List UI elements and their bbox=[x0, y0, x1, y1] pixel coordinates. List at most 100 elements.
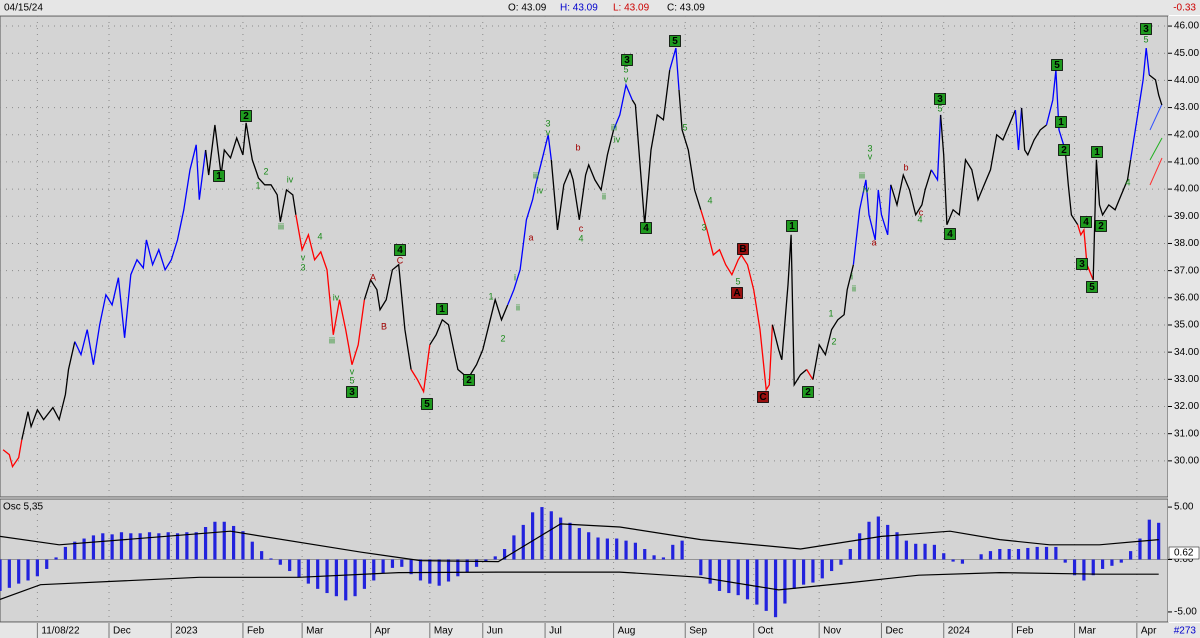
wave-box bbox=[463, 374, 475, 386]
wave-box bbox=[1076, 258, 1088, 270]
wave-label: 2 bbox=[1061, 145, 1067, 156]
y-tick-label: 33.00 bbox=[1174, 374, 1199, 385]
wave-label: c bbox=[579, 223, 584, 233]
osc-bar bbox=[745, 559, 750, 600]
osc-bar bbox=[680, 540, 684, 560]
osc-bar bbox=[867, 521, 871, 560]
price-line bbox=[1077, 224, 1094, 281]
wave-box bbox=[802, 386, 814, 398]
projection bbox=[1149, 157, 1163, 186]
osc-title: Osc 5,35 bbox=[3, 502, 43, 513]
osc-bar bbox=[652, 555, 656, 560]
wave-box bbox=[731, 287, 743, 299]
x-tick-label: 11/08/22 bbox=[41, 626, 80, 637]
osc-bar bbox=[213, 521, 217, 560]
header-change: -0.33 bbox=[1173, 3, 1196, 14]
wave-box bbox=[1080, 216, 1092, 228]
y-tick-label: 5.00 bbox=[1174, 502, 1194, 513]
osc-bar bbox=[549, 511, 553, 560]
osc-bar bbox=[848, 549, 852, 560]
osc-bar bbox=[446, 559, 451, 582]
osc-bar bbox=[297, 559, 301, 578]
wave-label: 5 bbox=[682, 122, 687, 132]
price-line bbox=[74, 144, 207, 365]
header-bar bbox=[0, 0, 1200, 15]
osc-bar bbox=[1026, 547, 1030, 560]
osc-bar bbox=[568, 522, 572, 560]
price-line bbox=[1064, 149, 1079, 226]
wave-box bbox=[944, 228, 956, 240]
y-tick-label: 32.00 bbox=[1174, 401, 1199, 412]
osc-bar bbox=[1157, 522, 1161, 560]
wave-label: 2 bbox=[263, 166, 268, 176]
osc-bar bbox=[372, 559, 376, 581]
wave-label: 3 bbox=[545, 118, 550, 128]
wave-label: 4 bbox=[317, 231, 322, 241]
wave-label: C bbox=[397, 255, 404, 265]
price-line bbox=[812, 264, 855, 380]
wave-label: v bbox=[546, 127, 551, 137]
osc-bar bbox=[895, 532, 899, 560]
osc-bar bbox=[288, 559, 292, 572]
osc-bar bbox=[147, 532, 152, 560]
x-tick-label: Jul bbox=[549, 626, 562, 637]
wave-box bbox=[421, 398, 433, 410]
osc-bar bbox=[185, 532, 189, 560]
wave-label: 4 bbox=[1125, 177, 1130, 187]
last-value-label: 0.62 bbox=[1174, 548, 1194, 559]
price-line bbox=[806, 369, 814, 380]
wave-label: iii bbox=[533, 170, 539, 180]
wave-label: i bbox=[851, 271, 853, 281]
osc-bar bbox=[35, 559, 39, 577]
osc-bar bbox=[1119, 559, 1123, 563]
osc-bar bbox=[1054, 546, 1058, 560]
wave-box bbox=[934, 93, 946, 105]
osc-bar bbox=[241, 531, 245, 560]
wave-label: 1 bbox=[789, 221, 795, 232]
price-line bbox=[771, 234, 808, 387]
osc-bar bbox=[1147, 519, 1151, 560]
osc-bar bbox=[792, 559, 796, 589]
wave-label: 1 bbox=[1094, 147, 1100, 158]
osc-bar bbox=[643, 549, 647, 560]
osc-bar bbox=[755, 559, 759, 605]
osc-bar bbox=[661, 557, 666, 560]
osc-bar bbox=[1138, 538, 1142, 560]
header-date: 04/15/24 bbox=[4, 3, 43, 14]
osc-bar bbox=[960, 559, 965, 564]
wave-label: 5 bbox=[1054, 60, 1060, 71]
osc-bar bbox=[101, 533, 105, 560]
wave-label: 3 bbox=[867, 143, 872, 153]
osc-bar bbox=[474, 559, 479, 567]
osc-bar bbox=[138, 533, 142, 560]
osc-bar bbox=[876, 516, 880, 560]
osc-bar bbox=[1007, 549, 1011, 560]
x-tick-label: 2023 bbox=[175, 626, 198, 637]
wave-label: B bbox=[381, 321, 387, 331]
price-line bbox=[204, 122, 297, 222]
osc-bar bbox=[110, 534, 114, 560]
wave-label: iv bbox=[863, 184, 870, 194]
wave-label: C bbox=[759, 392, 766, 403]
price-panel bbox=[0, 15, 1169, 498]
wave-label: 4 bbox=[578, 233, 583, 243]
osc-bar bbox=[306, 559, 310, 584]
wave-label: 5 bbox=[424, 399, 430, 410]
x-tick-label: Apr bbox=[1141, 626, 1157, 637]
osc-bar bbox=[783, 559, 787, 604]
wave-label: 5 bbox=[672, 36, 678, 47]
osc-bar bbox=[232, 525, 236, 560]
price-line bbox=[939, 109, 1017, 225]
x-tick-label: Dec bbox=[885, 626, 903, 637]
osc-bar bbox=[596, 537, 600, 560]
y-tick-label: 41.00 bbox=[1174, 157, 1199, 168]
wave-label: b bbox=[575, 142, 580, 152]
osc-bar bbox=[764, 559, 768, 611]
price-line bbox=[1092, 159, 1132, 280]
wave-box bbox=[394, 244, 406, 256]
wave-label: A bbox=[370, 272, 376, 282]
x-tick-label: Oct bbox=[758, 626, 774, 637]
wave-box bbox=[1051, 59, 1063, 71]
